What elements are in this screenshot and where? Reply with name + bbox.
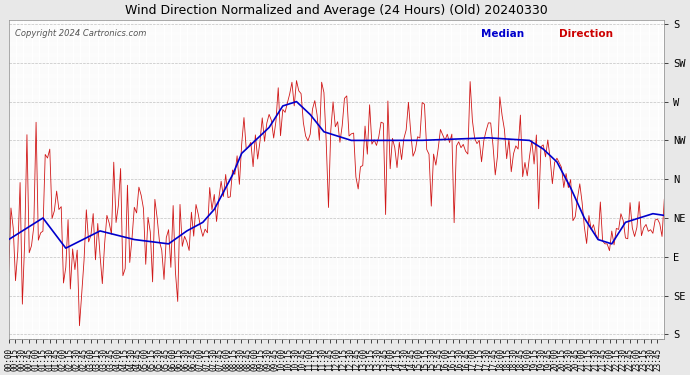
Text: Copyright 2024 Cartronics.com: Copyright 2024 Cartronics.com	[15, 29, 146, 38]
Title: Wind Direction Normalized and Average (24 Hours) (Old) 20240330: Wind Direction Normalized and Average (2…	[125, 4, 548, 17]
Text: Median: Median	[481, 29, 524, 39]
Text: Direction: Direction	[560, 29, 613, 39]
